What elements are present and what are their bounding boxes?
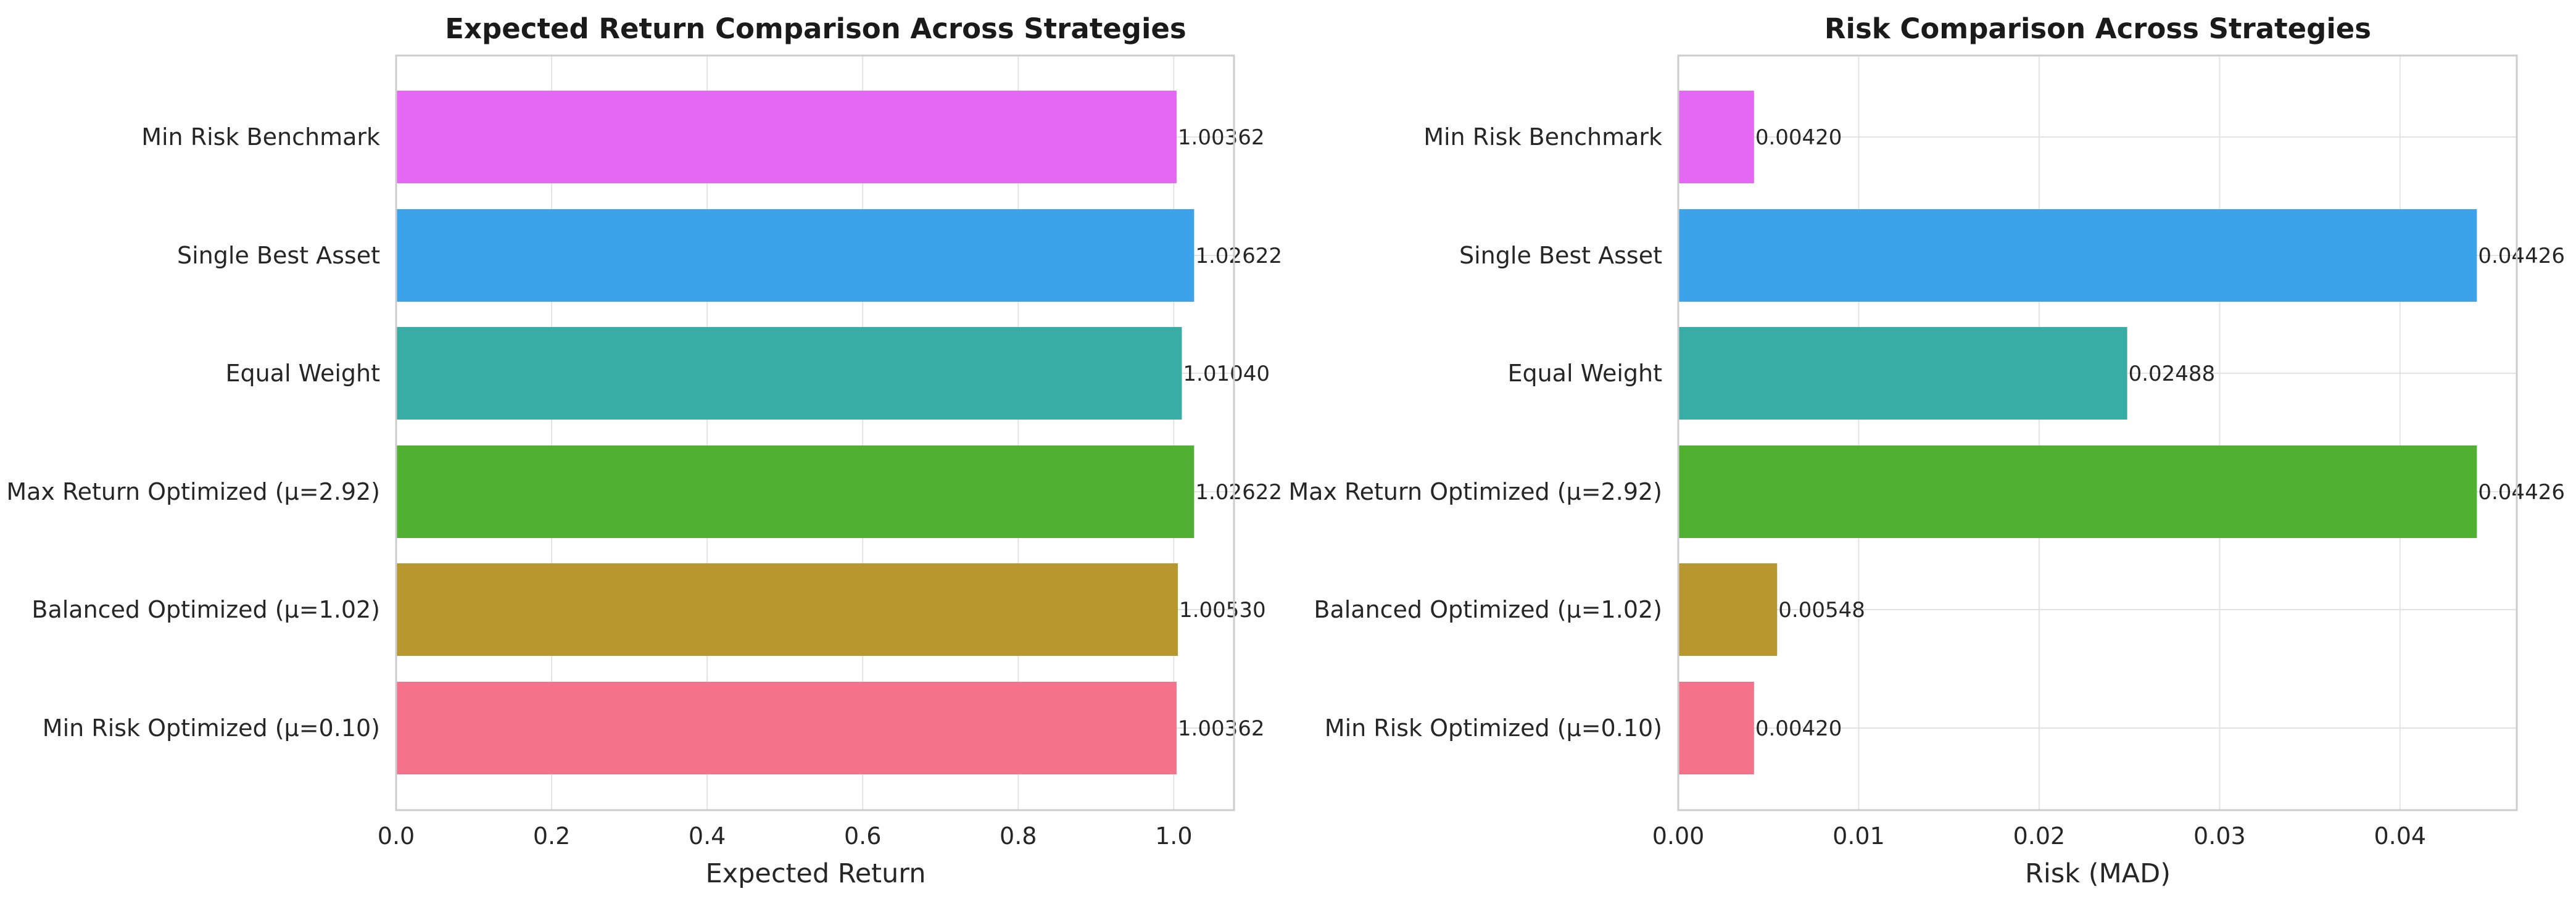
category-label: Equal Weight xyxy=(1507,360,1662,387)
bar xyxy=(1678,563,1778,656)
x-tick-label: 0.2 xyxy=(533,822,570,850)
x-tick-label: 0.02 xyxy=(2013,822,2066,850)
bar xyxy=(396,209,1195,302)
x-tick-label: 0.03 xyxy=(2193,822,2246,850)
category-label: Single Best Asset xyxy=(177,242,380,269)
bar xyxy=(396,91,1177,183)
value-label: 0.00420 xyxy=(1755,716,1842,741)
x-tick-label: 0.0 xyxy=(378,822,415,850)
value-label: 0.04426 xyxy=(2478,244,2565,268)
chart-title: Risk Comparison Across Strategies xyxy=(1824,12,2371,45)
x-tick-label: 0.4 xyxy=(689,822,726,850)
x-axis-label: Expected Return xyxy=(706,858,926,889)
category-label: Balanced Optimized (μ=1.02) xyxy=(1314,596,1662,623)
bar xyxy=(1678,91,1754,183)
value-label: 1.02622 xyxy=(1195,244,1282,268)
value-label: 1.00362 xyxy=(1178,716,1265,741)
category-label: Min Risk Optimized (μ=0.10) xyxy=(1325,714,1662,742)
category-label: Max Return Optimized (μ=2.92) xyxy=(6,478,380,505)
x-tick-label: 0.00 xyxy=(1652,822,1705,850)
expected-return-chart: Expected Return Comparison Across Strate… xyxy=(6,12,1282,889)
value-label: 1.02622 xyxy=(1195,480,1282,505)
bar xyxy=(396,563,1178,656)
x-tick-label: 1.0 xyxy=(1155,822,1192,850)
chart-title: Expected Return Comparison Across Strate… xyxy=(445,12,1186,45)
x-tick-label: 0.8 xyxy=(1000,822,1037,850)
value-label: 1.00362 xyxy=(1178,125,1265,150)
value-label: 1.01040 xyxy=(1183,362,1270,386)
bar xyxy=(1678,327,2127,420)
x-axis-label: Risk (MAD) xyxy=(2025,858,2171,889)
category-label: Max Return Optimized (μ=2.92) xyxy=(1288,478,1662,505)
risk-chart: Risk Comparison Across Strategies Risk (… xyxy=(1288,12,2565,889)
x-tick-label: 0.6 xyxy=(844,822,881,850)
category-label: Min Risk Optimized (μ=0.10) xyxy=(43,714,380,742)
value-label: 0.04426 xyxy=(2478,480,2565,505)
category-label: Min Risk Benchmark xyxy=(1423,123,1662,151)
category-label: Single Best Asset xyxy=(1459,242,1662,269)
category-label: Min Risk Benchmark xyxy=(141,123,380,151)
bar xyxy=(1678,445,2477,538)
value-label: 1.00530 xyxy=(1179,598,1266,623)
bar xyxy=(396,327,1182,420)
plot-frame xyxy=(1677,54,2518,811)
value-label: 0.00420 xyxy=(1755,125,1842,150)
category-label: Equal Weight xyxy=(225,360,380,387)
bar xyxy=(1678,682,1754,774)
bar xyxy=(396,445,1195,538)
x-tick-label: 0.01 xyxy=(1833,822,1885,850)
value-label: 0.02488 xyxy=(2129,362,2216,386)
x-tick-label: 0.04 xyxy=(2374,822,2426,850)
plot-frame xyxy=(395,54,1235,811)
bar xyxy=(396,682,1177,774)
bar xyxy=(1678,209,2477,302)
value-label: 0.00548 xyxy=(1778,598,1865,623)
category-label: Balanced Optimized (μ=1.02) xyxy=(31,596,380,623)
